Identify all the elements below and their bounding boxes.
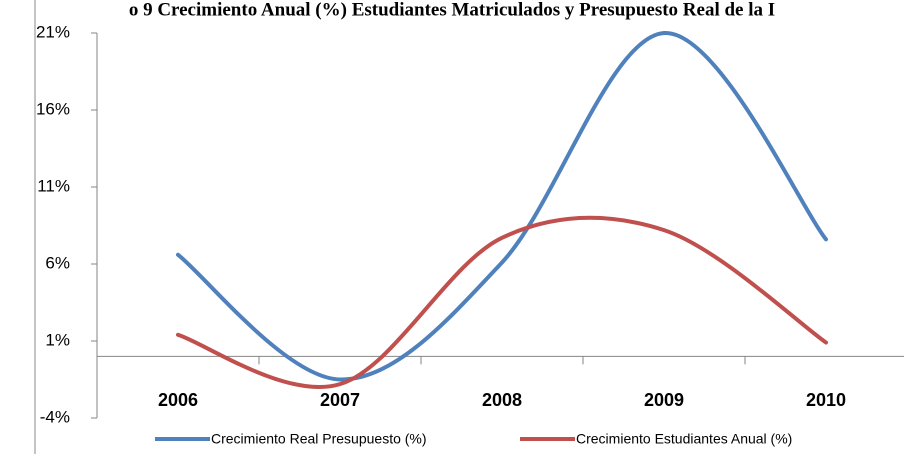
y-tick-label: 1% — [45, 330, 70, 349]
series-line — [176, 30, 828, 382]
x-tick-label: 2006 — [158, 390, 198, 410]
y-tick-label: 11% — [37, 176, 70, 195]
y-tick-label: 6% — [45, 253, 70, 272]
legend-label: Crecimiento Real Presupuesto (%) — [211, 431, 427, 447]
y-tick-label: 16% — [36, 99, 70, 118]
chart-title: o 9 Crecimiento Anual (%) Estudiantes Ma… — [129, 0, 775, 20]
x-tick-label: 2010 — [806, 390, 846, 410]
x-tick-label: 2007 — [320, 390, 360, 410]
y-tick-label: 21% — [36, 22, 70, 41]
x-tick-label: 2009 — [644, 390, 684, 410]
legend-label: Crecimiento Estudiantes Anual (%) — [576, 431, 792, 447]
x-tick-label: 2008 — [482, 390, 522, 410]
y-tick-label: -4% — [40, 407, 70, 426]
series-line — [176, 215, 828, 389]
